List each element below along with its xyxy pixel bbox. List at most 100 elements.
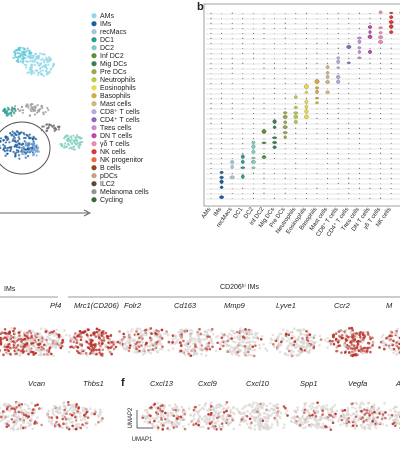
cell-dot: [395, 353, 398, 356]
cell-dot: [8, 340, 11, 343]
cell-dot: [163, 332, 166, 336]
cell-dot: [316, 423, 320, 427]
violin: [390, 132, 392, 135]
cell-dot: [226, 413, 230, 417]
cell-dot: [27, 352, 30, 356]
umap-dot: [75, 133, 79, 137]
cell-dot: [60, 344, 64, 348]
cell-dot: [23, 408, 26, 412]
cell-dot: [104, 343, 107, 347]
cell-dot: [227, 337, 231, 341]
legend-label: Cycling: [100, 197, 123, 204]
cell-dot: [145, 344, 149, 348]
cell-dot: [344, 328, 348, 332]
cell-dot: [89, 407, 92, 410]
feature-plot: [170, 327, 224, 357]
cell-dot: [258, 343, 261, 347]
violin: [295, 138, 297, 140]
cell-dot: [80, 348, 84, 351]
cell-dot: [301, 414, 305, 417]
umap-dot: [30, 54, 33, 57]
gene-label: Spp1: [300, 379, 318, 388]
cell-dot: [205, 417, 209, 420]
cell-dot: [14, 349, 18, 352]
cell-dot: [75, 341, 79, 345]
cell-dot: [193, 413, 196, 416]
violin: [252, 57, 254, 60]
cell-dot: [205, 337, 209, 341]
cell-dot: [30, 413, 34, 417]
violin: [369, 117, 371, 120]
cell-dot: [84, 415, 87, 418]
cell-dot: [28, 329, 31, 333]
umap-dot: [48, 71, 51, 74]
gene-label: Cxcl13: [150, 379, 174, 388]
cell-dot: [82, 331, 86, 334]
violin: [348, 177, 350, 180]
cell-dot: [373, 424, 377, 427]
cell-dot: [108, 350, 112, 354]
cell-dot: [384, 411, 387, 414]
cell-dot: [166, 333, 170, 337]
cell-dot: [24, 414, 28, 417]
cell-dot: [266, 427, 269, 431]
violin: [221, 53, 223, 55]
cell-dot: [14, 412, 18, 416]
cell-dot: [207, 427, 210, 430]
cell-dot: [56, 410, 60, 413]
cell-dot: [144, 328, 148, 332]
gene-label: Ar: [395, 379, 400, 388]
cell-dot: [150, 332, 153, 335]
cell-dot: [133, 347, 136, 350]
cell-dot: [273, 411, 277, 414]
cell-dot: [6, 402, 10, 406]
umap-dot: [10, 106, 14, 109]
cell-dot: [354, 336, 357, 339]
cell-dot: [135, 328, 139, 331]
cell-dot: [0, 411, 1, 414]
violin: [358, 77, 360, 80]
cell-dot: [314, 423, 318, 426]
cell-dot: [213, 426, 217, 429]
cell-dot: [290, 420, 293, 423]
cell-dot: [171, 347, 175, 350]
violin: [231, 138, 233, 140]
umap-dot: [24, 153, 27, 156]
cell-dot: [32, 408, 35, 411]
cell-dot: [199, 332, 202, 336]
cell-dot: [78, 330, 82, 333]
cell-dot: [70, 338, 74, 342]
cell-dot: [72, 346, 75, 349]
violin: [337, 18, 339, 20]
cell-dot: [380, 417, 384, 421]
legend-swatch: [91, 37, 97, 43]
cell-dot: [77, 351, 81, 355]
cell-dot: [362, 338, 365, 342]
violin: [380, 112, 382, 115]
cell-dot: [196, 332, 199, 335]
cell-dot: [5, 345, 9, 349]
cell-dot: [368, 413, 371, 417]
cell-dot: [197, 335, 200, 339]
umap-dot: [9, 149, 12, 153]
violin: [242, 73, 244, 75]
cell-dot: [33, 422, 36, 425]
feature-plot: [189, 401, 246, 431]
cell-dot: [243, 348, 247, 352]
cell-dot: [276, 345, 280, 349]
violin: [274, 197, 276, 200]
cell-dot: [259, 337, 263, 341]
cell-dot: [97, 328, 101, 332]
cell-dot: [337, 330, 341, 334]
violin: [316, 52, 318, 55]
cell-dot: [132, 344, 135, 348]
violin: [263, 172, 265, 175]
violin: [305, 188, 307, 190]
cell-dot: [167, 349, 171, 352]
cell-dot: [149, 327, 153, 330]
legend-label: DN T cells: [100, 133, 133, 140]
violin: [242, 27, 244, 30]
cell-dot: [109, 346, 112, 349]
cell-dot: [69, 340, 72, 343]
umap-dot: [77, 144, 80, 147]
